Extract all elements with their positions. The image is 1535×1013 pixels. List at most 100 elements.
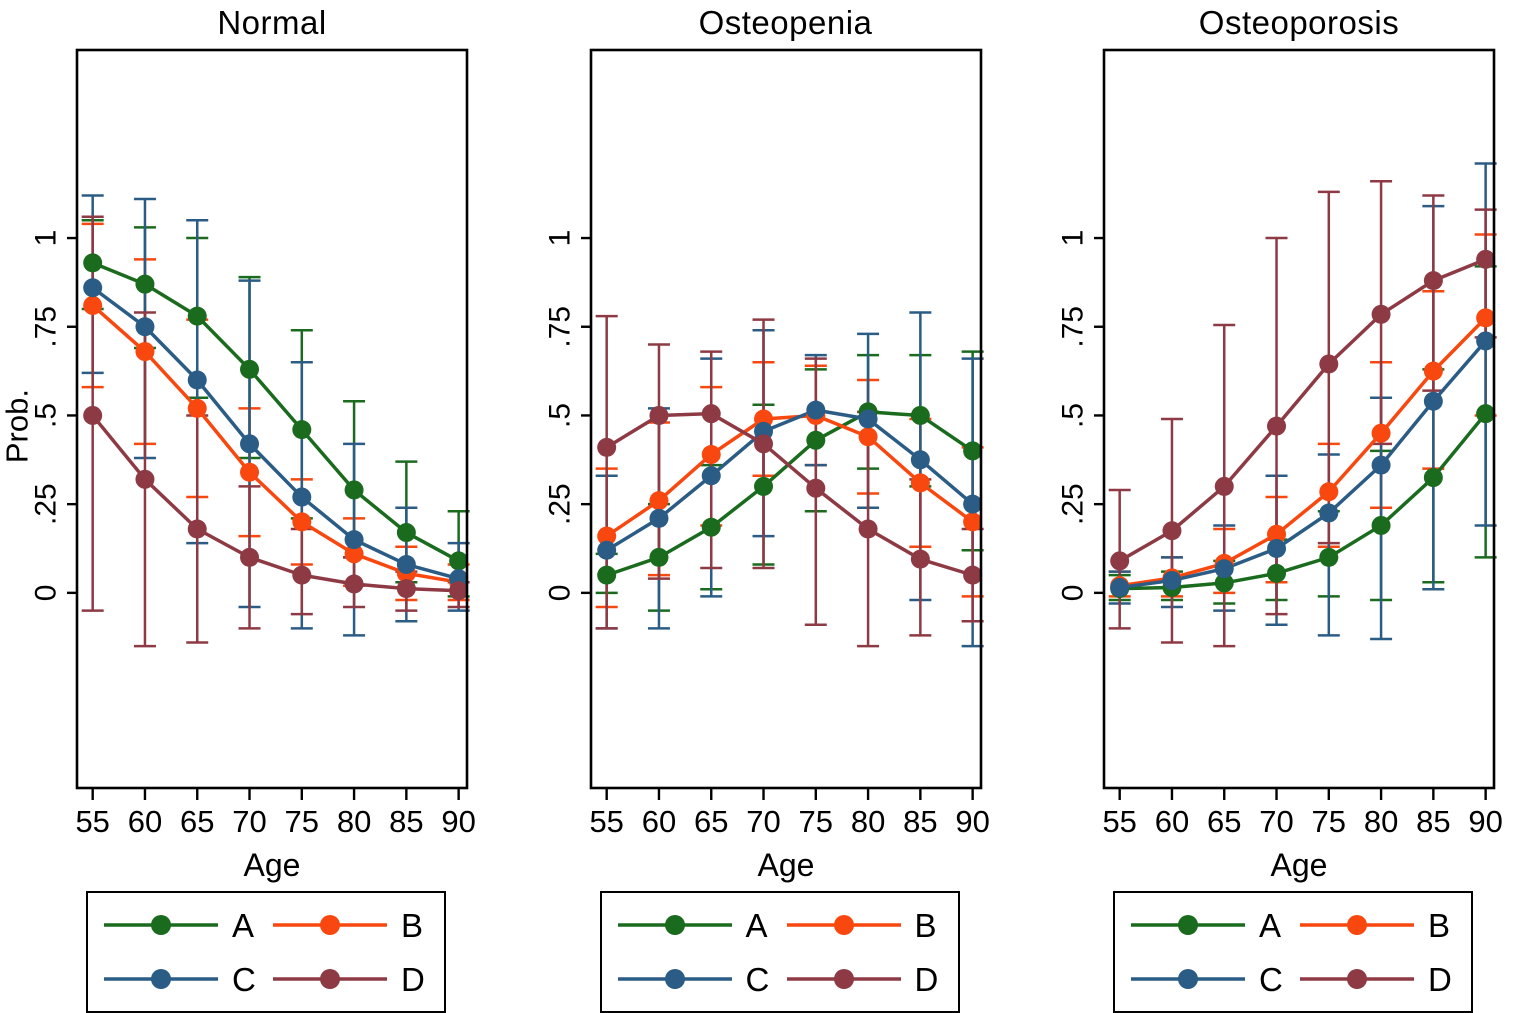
marker-B: [1267, 524, 1287, 544]
legend-key-icon-C: [617, 969, 732, 989]
legend-entry-C: C: [616, 959, 775, 999]
chart-svg-osteopenia: 1 .75 .5 .25 0 55 60 65 70 75 80 85 90 Age: [543, 48, 989, 883]
x-tick-label: 80: [337, 804, 371, 839]
marker-B: [1371, 423, 1391, 443]
legend-marker-A: [664, 915, 685, 935]
marker-D: [1110, 551, 1130, 571]
marker-C: [1267, 539, 1287, 559]
marker-A: [805, 430, 825, 450]
marker-B: [596, 526, 616, 546]
x-tick-label: 55: [589, 804, 623, 839]
x-tick-label: 75: [285, 804, 319, 839]
legend-normal: A B C D: [86, 891, 446, 1013]
series-line-A: [92, 261, 460, 563]
series-line-A: [1119, 412, 1487, 591]
marker-B: [292, 512, 312, 532]
marker-A: [83, 253, 103, 273]
marker-A: [344, 480, 364, 500]
legend-marker-B: [1347, 915, 1367, 935]
legend-marker-D: [320, 969, 340, 989]
error-bars: [81, 194, 470, 648]
marker-D: [1371, 304, 1391, 324]
legend-label-C: C: [1259, 960, 1283, 998]
legend-key-icon-B: [273, 915, 387, 935]
marker-A: [1371, 515, 1391, 535]
marker-C: [910, 450, 930, 470]
y-tick-label: 1: [543, 230, 576, 247]
marker-C: [187, 370, 207, 390]
legend-label-C: C: [745, 960, 770, 998]
legend-label-A: A: [232, 906, 255, 944]
marker-C: [240, 434, 260, 454]
marker-C: [1476, 331, 1496, 351]
marker-B: [344, 544, 364, 564]
legend-key-icon-D: [273, 969, 387, 989]
legend-entry-C: C: [1129, 959, 1288, 999]
y-tick-label: 1: [1057, 230, 1090, 247]
x-tick-label: 80: [850, 804, 884, 839]
marker-A: [648, 547, 668, 567]
legend-label-A: A: [1259, 906, 1282, 944]
x-tick-label: 75: [798, 804, 832, 839]
y-tick-label: .75: [30, 306, 63, 348]
marker-C: [83, 278, 103, 298]
legend-label-D: D: [401, 960, 425, 998]
x-tick-label: 60: [128, 804, 162, 839]
marker-D: [910, 549, 930, 569]
x-axis-label: Age: [244, 847, 301, 883]
legend-entry-D: D: [1298, 959, 1457, 999]
legend-label-C: C: [232, 960, 256, 998]
marker-C: [1371, 455, 1391, 475]
marker-A: [596, 565, 616, 585]
plot-area-normal: 1 .75 .5 .25 0 Prob. 55 60 65 70 75 80 85 90 Age: [2, 44, 484, 889]
x-tick-label: 70: [232, 804, 266, 839]
marker-A: [962, 441, 982, 461]
marker-C: [962, 494, 982, 514]
marker-D: [648, 405, 668, 425]
plot-frame: [1102, 48, 1496, 790]
marker-C: [858, 409, 878, 429]
legend-marker-C: [1178, 969, 1198, 989]
series-markers: [596, 400, 982, 585]
x-tick-label: 65: [1207, 804, 1241, 839]
legend-entry-C: C: [102, 959, 261, 999]
marker-D: [962, 565, 982, 585]
y-tick-label: .25: [1057, 483, 1090, 525]
series-line-B: [1119, 316, 1487, 588]
legend-marker-A: [151, 915, 171, 935]
marker-A: [1423, 468, 1443, 488]
x-tick-label: 80: [1364, 804, 1398, 839]
x-tick-label: 60: [1155, 804, 1189, 839]
x-tick-label: 65: [693, 804, 727, 839]
legend-marker-B: [833, 915, 854, 935]
y-axis-label: Prob.: [2, 389, 35, 463]
marker-D: [1476, 249, 1496, 269]
legend-marker-D: [1347, 969, 1367, 989]
legend-osteopenia: A B C D: [599, 891, 960, 1013]
y-tick-label: 1: [30, 230, 63, 247]
legend-entry-A: A: [1129, 905, 1288, 945]
marker-B: [240, 462, 260, 482]
y-tick-label: 0: [543, 585, 576, 602]
marker-D: [449, 581, 469, 601]
x-tick-label: 90: [955, 804, 989, 839]
legend-key-icon-A: [104, 915, 218, 935]
legend-marker-C: [151, 969, 171, 989]
marker-D: [596, 437, 616, 457]
marker-D: [1162, 521, 1182, 541]
x-axis-label: Age: [757, 847, 814, 883]
marker-A: [135, 274, 155, 294]
y-tick-label: .75: [543, 306, 576, 348]
legend-marker-B: [320, 915, 340, 935]
x-tick-label: 85: [389, 804, 423, 839]
series-line-C: [605, 408, 974, 552]
marker-D: [135, 469, 155, 489]
marker-B: [648, 491, 668, 511]
marker-D: [1267, 416, 1287, 436]
marker-D: [701, 404, 721, 424]
legend-marker-D: [833, 969, 854, 989]
y-tick-label: .5: [543, 403, 576, 428]
y-tick-label: .5: [30, 403, 63, 428]
panel-title-osteoporosis: Osteoporosis: [1198, 4, 1400, 41]
marker-D: [1319, 354, 1339, 374]
